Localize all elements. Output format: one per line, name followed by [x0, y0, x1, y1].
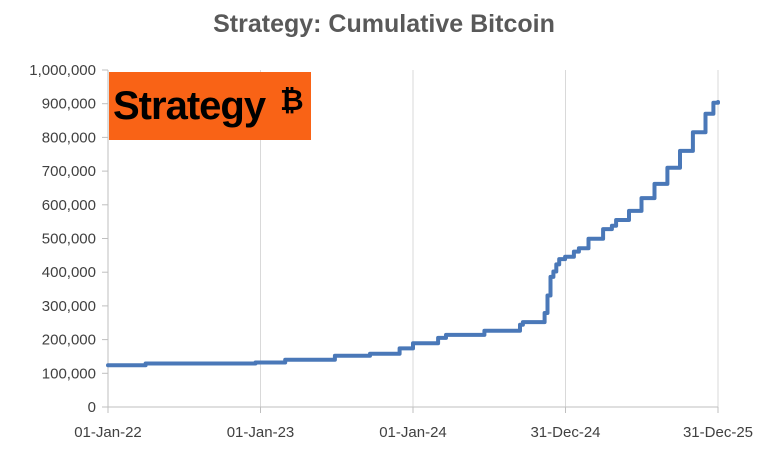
x-tick-label: 01-Jan-22 [74, 424, 142, 441]
x-tick-label: 31-Dec-25 [683, 424, 753, 441]
y-tick-label: 500,000 [42, 231, 96, 248]
x-tick-label: 31-Dec-24 [530, 424, 600, 441]
y-tick-label: 800,000 [42, 129, 96, 146]
logo-text: Strategy [113, 84, 267, 128]
y-tick-label: 0 [88, 399, 96, 416]
y-tick-label: 700,000 [42, 163, 96, 180]
bitcoin-symbol-icon: ₿ [280, 85, 304, 117]
y-tick-label: 400,000 [42, 264, 96, 281]
x-tick-label: 01-Jan-23 [227, 424, 295, 441]
y-tick-label: 300,000 [42, 298, 96, 315]
grid-lines [260, 70, 719, 407]
x-tick-label: 01-Jan-24 [379, 424, 447, 441]
chart-title: Strategy: Cumulative Bitcoin [213, 10, 555, 38]
y-tick-label: 200,000 [42, 332, 96, 349]
x-axis-ticks: 01-Jan-22 01-Jan-23 01-Jan-24 31-Dec-24 31-D… [74, 407, 753, 441]
y-tick-label: 100,000 [42, 365, 96, 382]
series-line-cumulative-bitcoin [106, 100, 720, 368]
y-tick-label: 600,000 [42, 197, 96, 214]
series-layer [106, 100, 720, 368]
strategy-logo: Strategy ₿ [109, 72, 311, 140]
y-tick-label: 1,000,000 [29, 62, 96, 79]
logo-background [109, 72, 311, 140]
y-tick-label: 900,000 [42, 96, 96, 113]
y-axis-ticks: 0 100,000 200,000 300,000 400,000 500,000 600,… [29, 62, 108, 416]
